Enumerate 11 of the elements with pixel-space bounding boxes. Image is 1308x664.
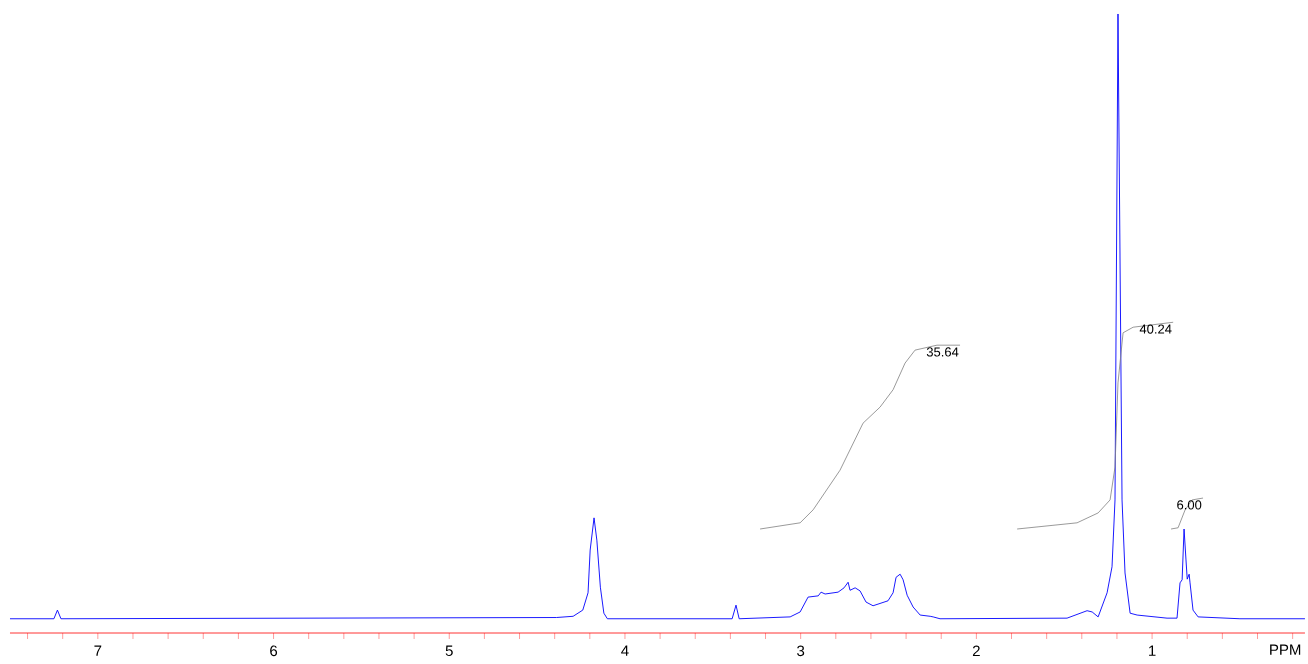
annotation: 35.64 — [926, 347, 959, 357]
x-tick-label: 1 — [1149, 645, 1156, 656]
x-axis-title: PPM — [1270, 644, 1301, 655]
x-tick-label: 2 — [972, 645, 980, 657]
x-tick-label: 3 — [797, 645, 805, 657]
x-tick-label: 4 — [621, 645, 629, 656]
x-tick-label: 7 — [94, 645, 102, 656]
annotation: 6.00 — [1177, 500, 1202, 510]
annotation: 40.24 — [1139, 324, 1172, 334]
x-tick-label: 6 — [270, 645, 278, 657]
x-tick-label: 5 — [445, 645, 453, 656]
